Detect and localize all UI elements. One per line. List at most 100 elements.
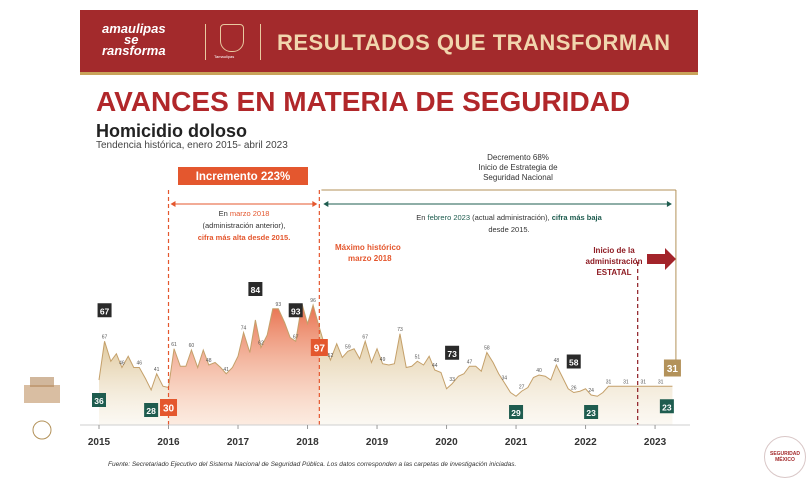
area-decrease (319, 327, 673, 425)
page-title: AVANCES EN MATERIA DE SEGURIDAD (96, 86, 631, 117)
highlight-label: 23 (586, 408, 596, 418)
highlight-label: 28 (146, 406, 156, 416)
highlight-box (248, 282, 263, 296)
badge-line-2: MÉXICO (775, 457, 795, 463)
x-tick-label: 2023 (644, 437, 667, 448)
chart-title: Homicidio doloso (96, 121, 247, 141)
state-admin-arrow-icon (647, 248, 676, 270)
data-label: 73 (397, 327, 403, 333)
increase-note-line3: cifra más alta desde 2015. (198, 233, 291, 242)
x-tick-label: 2017 (227, 437, 250, 448)
data-label: 31 (623, 379, 629, 385)
data-label: 67 (362, 334, 368, 340)
area-increase (168, 303, 320, 425)
x-tick-label: 2021 (505, 437, 528, 448)
arrow-right-icon (666, 201, 672, 207)
data-label: 49 (380, 357, 386, 363)
data-label: 61 (171, 342, 177, 348)
data-label: 67 (102, 334, 108, 340)
highlight-box (509, 405, 524, 419)
arrow-right-icon (312, 201, 318, 207)
highlight-label: 36 (94, 396, 104, 406)
crest-caption: Tamaulipas (214, 54, 235, 59)
highlight-box (659, 399, 674, 414)
banner-title: RESULTADOS QUE TRANSFORMAN (277, 30, 671, 55)
highlight-box (92, 393, 106, 407)
state-crest-icon (220, 24, 244, 52)
data-label: 52 (328, 353, 334, 359)
highlight-box (566, 354, 581, 369)
data-label: 58 (484, 346, 490, 352)
banner-divider (260, 24, 261, 60)
x-tick-label: 2019 (366, 437, 389, 448)
state-admin-label: ESTATAL (596, 268, 631, 277)
logo-line-2: se (124, 32, 139, 47)
highlight-label: 58 (569, 358, 579, 368)
max-label-line1: Máximo histórico (335, 243, 401, 252)
highlight-box (445, 345, 460, 360)
x-tick-label: 2016 (157, 437, 180, 448)
data-label: 41 (223, 367, 229, 373)
data-label: 24 (588, 388, 594, 394)
data-label: 60 (189, 343, 195, 349)
header-banner: amaulipas se ransforma Tamaulipas RESULT… (80, 10, 698, 75)
data-label: 46 (119, 361, 125, 367)
data-label: 40 (536, 368, 542, 374)
data-label: 93 (276, 302, 282, 308)
x-tick-label: 2020 (435, 437, 458, 448)
data-label: 31 (640, 379, 646, 385)
building-illustration-icon (20, 375, 64, 445)
decrease-title-line: Decremento 68% (487, 153, 549, 162)
decrease-note-line1: En febrero 2023 (actual administración),… (416, 213, 602, 222)
x-tick-label: 2015 (88, 437, 111, 448)
data-label: 62 (258, 341, 264, 347)
seguridad-mexico-badge: SEGURIDAD MÉXICO (764, 436, 806, 478)
x-tick-label: 2022 (574, 437, 597, 448)
increase-note-line2: (administración anterior), (203, 221, 286, 230)
logo-line-3: ransforma (102, 43, 166, 58)
badge-line-1: SEGURIDAD (769, 451, 800, 457)
highlight-label: 67 (100, 306, 110, 316)
highlight-label: 23 (662, 402, 672, 412)
decrease-title-line: Inicio de Estrategia de (478, 163, 558, 172)
highlight-box (288, 303, 303, 318)
highlight-box (144, 403, 159, 417)
highlight-box (160, 399, 178, 416)
increase-label: Incremento 223% (196, 171, 291, 183)
decrease-note-line2: desde 2015. (488, 225, 529, 234)
highlight-box (584, 405, 599, 419)
data-label: 51 (415, 354, 421, 360)
highlight-label: 29 (511, 408, 521, 418)
data-label: 44 (432, 363, 438, 369)
data-label: 31 (606, 379, 612, 385)
data-label: 47 (467, 359, 473, 365)
state-admin-label: administración (586, 257, 643, 266)
highlight-label: 97 (314, 344, 326, 355)
chart-subtitle: Tendencia histórica, enero 2015- abril 2… (96, 140, 288, 151)
data-label: 48 (554, 358, 560, 364)
state-admin-label: Inicio de la (593, 246, 635, 255)
arrow-left-icon (170, 201, 176, 207)
logo-line-1: amaulipas (102, 21, 166, 36)
highlight-box (97, 303, 112, 318)
x-tick-label: 2018 (296, 437, 319, 448)
data-label: 48 (206, 358, 212, 364)
data-label: 41 (154, 367, 160, 373)
series-line (98, 303, 673, 397)
data-label: 31 (658, 379, 664, 385)
data-label: 27 (519, 384, 525, 390)
data-label: 26 (571, 386, 577, 392)
data-label: 59 (345, 344, 351, 350)
tamaulipas-logo: amaulipas se ransforma (102, 21, 166, 58)
highlight-label: 84 (251, 285, 261, 295)
data-label: 67 (293, 334, 299, 340)
increase-box (178, 167, 308, 185)
highlight-box (310, 339, 328, 356)
data-label: 34 (501, 376, 507, 382)
data-label: 74 (241, 326, 247, 332)
increase-note-line1: En marzo 2018 (219, 209, 270, 218)
arrow-left-icon (323, 201, 329, 207)
highlight-label: 93 (291, 306, 301, 316)
banner-divider (205, 24, 206, 60)
